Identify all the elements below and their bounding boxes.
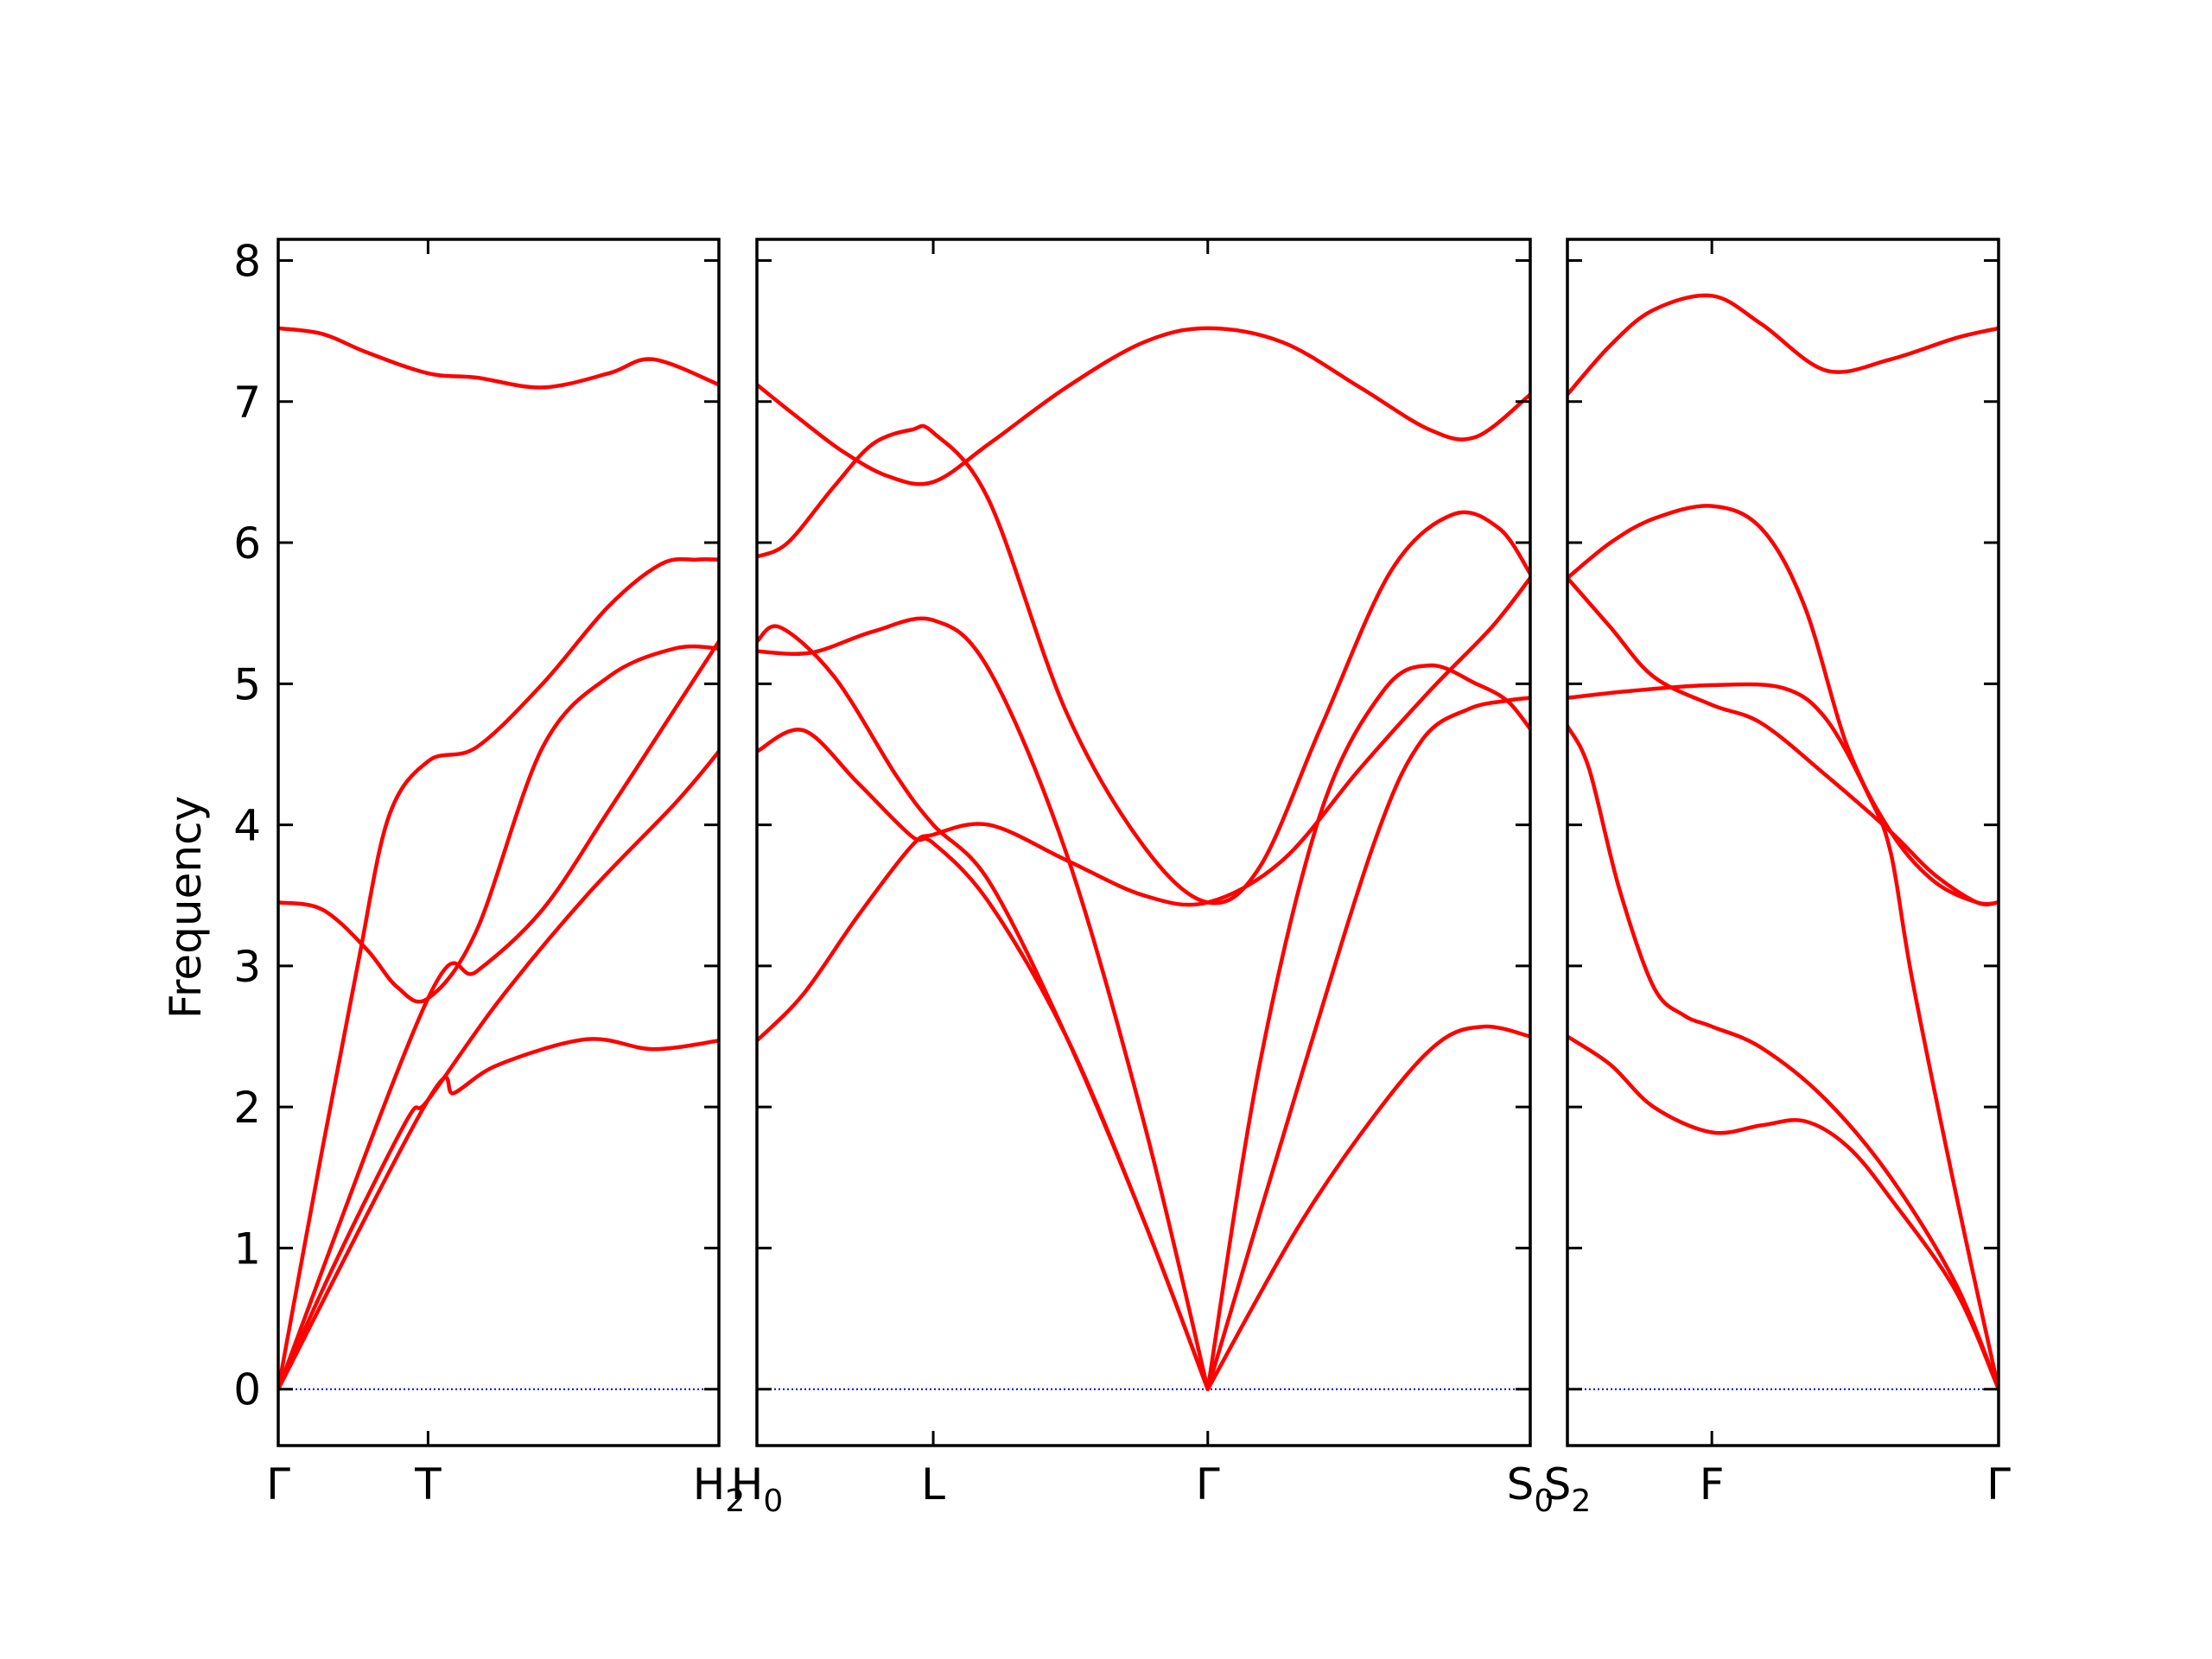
- x-tick-label: Γ: [1986, 1459, 2011, 1510]
- panel-frame: [1566, 238, 2000, 1447]
- phonon-band-3: [278, 644, 719, 1004]
- phonon-band-2: [278, 556, 719, 1391]
- phonon-band-3: [757, 616, 1211, 1391]
- x-tick-label: T: [414, 1459, 442, 1510]
- panel-frame: [276, 238, 721, 1447]
- phonon-band-1: [1567, 293, 1999, 397]
- bands-group: [1567, 293, 1999, 1391]
- phonon-band-6: [757, 575, 1530, 1043]
- phonon-band-6: [1567, 1034, 1999, 1391]
- x-tick-label: Γ: [266, 1459, 290, 1510]
- x-tick-label: H2: [693, 1459, 746, 1519]
- y-tick-label: 2: [233, 1083, 261, 1133]
- phonon-band-2: [1567, 504, 1999, 906]
- panel-frame: [755, 238, 1532, 1447]
- phonon-band-9: [1205, 1024, 1530, 1391]
- x-tick-label-subscript: 2: [725, 1484, 745, 1519]
- y-tick-label: 7: [233, 378, 261, 428]
- x-tick-label-subscript: 2: [1571, 1484, 1591, 1519]
- phonon-band-7: [1205, 663, 1530, 1391]
- y-tick-label: 3: [233, 942, 261, 992]
- phonon-band-5: [1567, 724, 1999, 1391]
- phonon-band-2: [757, 423, 1530, 906]
- panel-1: Γ T H2 0 1 2 3 4 5 6 7 8: [233, 236, 745, 1519]
- bands-group: [278, 326, 719, 1391]
- y-tick-label: 0: [233, 1365, 261, 1415]
- y-tick-label: 6: [233, 518, 261, 569]
- phonon-band-3: [1567, 575, 1999, 907]
- x-tick-label: L: [921, 1459, 945, 1510]
- x-tick-label: F: [1700, 1459, 1725, 1510]
- phonon-band-5: [757, 728, 1211, 1391]
- y-tick-label: 1: [233, 1224, 261, 1274]
- y-tick-label: 4: [233, 801, 261, 851]
- x-tick-label: S2: [1544, 1459, 1592, 1519]
- phonon-band-1: [278, 326, 719, 390]
- y-axis-label: Frequency: [161, 796, 211, 1019]
- panel-3: S2 F Γ: [1544, 238, 2011, 1519]
- x-tick-label-subscript: 0: [1534, 1484, 1554, 1519]
- x-tick-label: Γ: [1196, 1459, 1220, 1510]
- phonon-band-4: [278, 639, 719, 1391]
- y-tick-label: 5: [233, 659, 261, 709]
- y-tick-label: 8: [233, 236, 261, 286]
- phonon-band-6: [278, 1037, 719, 1391]
- x-tick-label-subscript: 0: [763, 1484, 783, 1519]
- phonon-band-4: [1567, 682, 1999, 1391]
- bands-group: [757, 326, 1530, 1391]
- phonon-band-8: [1205, 696, 1530, 1391]
